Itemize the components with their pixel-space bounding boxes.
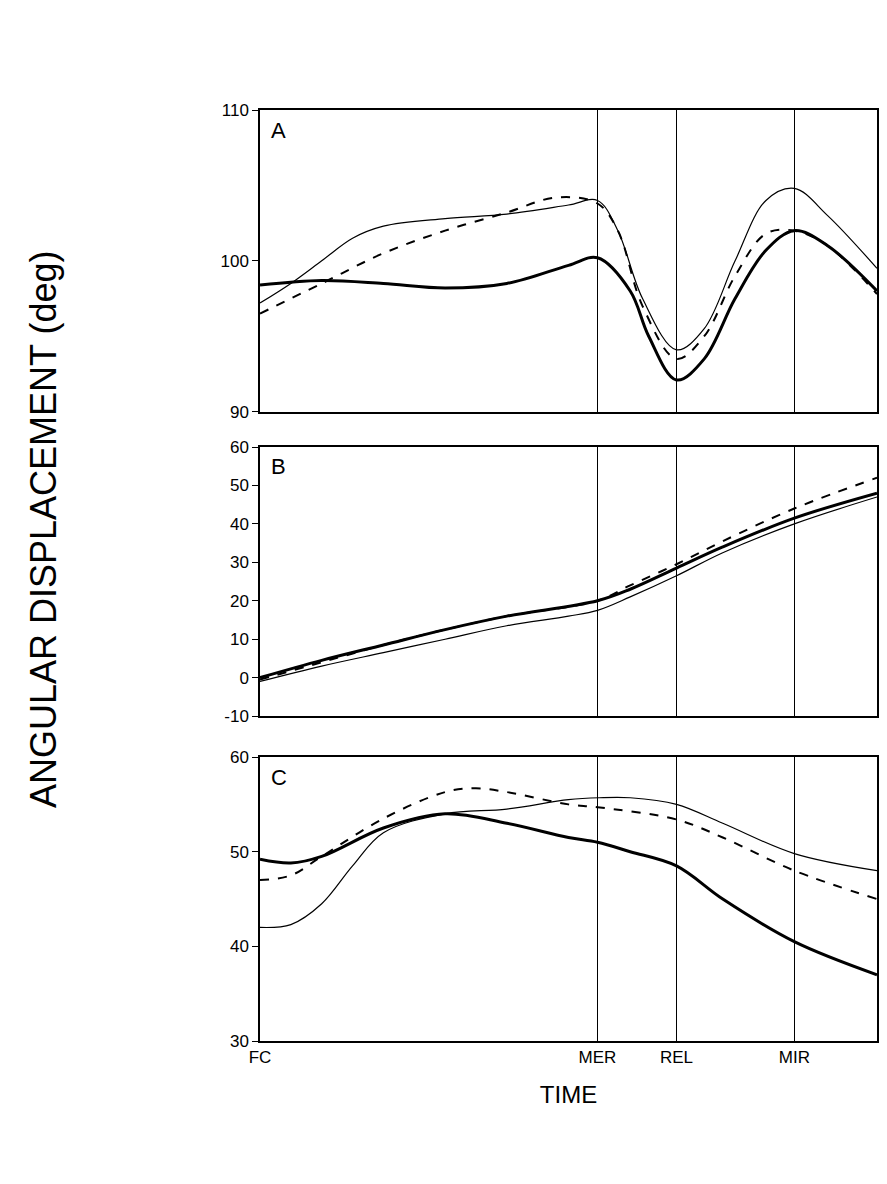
svg-text:40: 40 [230, 937, 249, 956]
svg-text:MER: MER [579, 1048, 617, 1067]
svg-text:-10: -10 [224, 707, 249, 726]
svg-text:90: 90 [230, 403, 249, 422]
svg-text:B: B [271, 454, 286, 479]
svg-text:50: 50 [230, 843, 249, 862]
svg-text:20: 20 [230, 592, 249, 611]
svg-text:60: 60 [230, 748, 249, 767]
svg-text:30: 30 [230, 553, 249, 572]
svg-text:A: A [271, 118, 286, 143]
svg-text:60: 60 [230, 438, 249, 457]
svg-text:10: 10 [230, 630, 249, 649]
svg-text:0: 0 [239, 669, 248, 688]
svg-text:30: 30 [230, 1032, 249, 1051]
svg-text:50: 50 [230, 476, 249, 495]
svg-text:TIME: TIME [540, 1081, 597, 1108]
svg-text:ANGULAR DISPLACEMENT (deg): ANGULAR DISPLACEMENT (deg) [23, 251, 64, 809]
svg-text:REL: REL [660, 1048, 693, 1067]
svg-text:C: C [271, 765, 287, 790]
svg-text:FC: FC [249, 1048, 272, 1067]
svg-text:100: 100 [220, 252, 248, 271]
svg-text:40: 40 [230, 515, 249, 534]
svg-text:MIR: MIR [779, 1048, 810, 1067]
svg-text:110: 110 [222, 101, 249, 120]
